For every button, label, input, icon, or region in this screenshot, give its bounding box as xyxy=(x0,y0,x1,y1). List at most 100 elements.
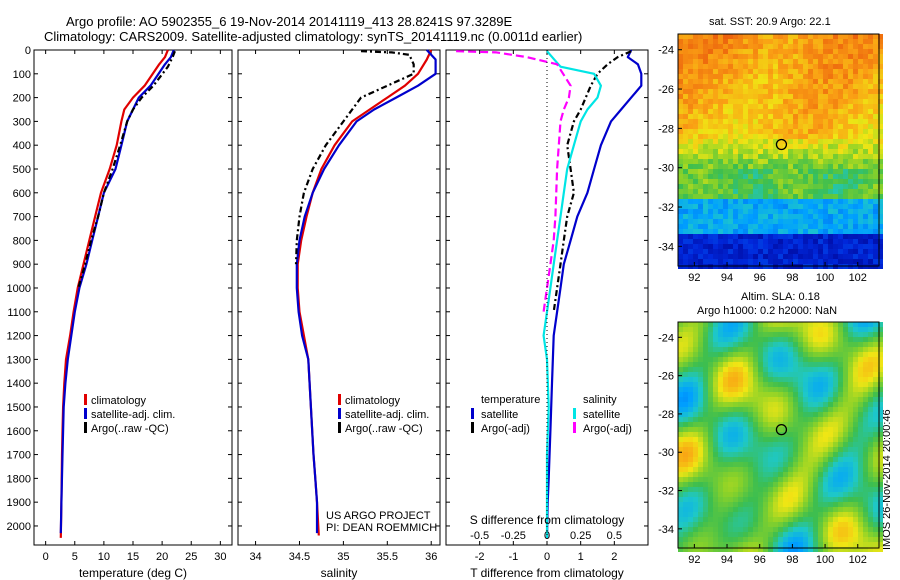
map-cell xyxy=(738,149,743,154)
map-cell xyxy=(848,532,853,537)
map-cell xyxy=(708,347,713,352)
map-cell xyxy=(723,407,728,412)
map-cell xyxy=(848,447,853,452)
map-cell xyxy=(703,447,708,452)
map-cell xyxy=(788,367,793,372)
map-cell xyxy=(753,497,758,502)
map-cell xyxy=(713,532,718,537)
map-cell xyxy=(698,189,703,194)
map-cell xyxy=(723,457,728,462)
map-cell xyxy=(793,487,798,492)
map-cell xyxy=(803,507,808,512)
map-cell xyxy=(753,169,758,174)
map-cell xyxy=(753,239,758,244)
map-cell xyxy=(683,164,688,169)
map-cell xyxy=(698,94,703,99)
map-cell xyxy=(838,69,843,74)
map-cell xyxy=(863,372,868,377)
map-cell xyxy=(718,387,723,392)
map-cell xyxy=(833,327,838,332)
map-cell xyxy=(863,159,868,164)
map-cell xyxy=(718,342,723,347)
map-cell xyxy=(758,547,763,552)
map-cell xyxy=(678,54,683,59)
map-cell xyxy=(873,357,878,362)
map-cell xyxy=(758,209,763,214)
map-cell xyxy=(843,229,848,234)
map-cell xyxy=(758,347,763,352)
map-cell xyxy=(688,189,693,194)
map-cell xyxy=(788,199,793,204)
map-cell xyxy=(843,442,848,447)
map-cell xyxy=(708,89,713,94)
map-cell xyxy=(823,229,828,234)
x-axis-label-top: S difference from climatology xyxy=(470,513,625,527)
map-cell xyxy=(718,159,723,164)
map-cell xyxy=(798,144,803,149)
map-cell xyxy=(823,502,828,507)
map-cell xyxy=(683,362,688,367)
map-cell xyxy=(693,352,698,357)
map-cell xyxy=(808,44,813,49)
map-cell xyxy=(843,204,848,209)
map-cell xyxy=(728,124,733,129)
map-cell xyxy=(748,512,753,517)
map-cell xyxy=(878,457,883,462)
map-cell xyxy=(818,224,823,229)
map-cell xyxy=(758,407,763,412)
map-cell xyxy=(793,209,798,214)
map-cell xyxy=(863,382,868,387)
map-cell xyxy=(758,189,763,194)
map-cell xyxy=(748,34,753,39)
series-line-salinity-1 xyxy=(295,49,437,534)
map-cell xyxy=(728,129,733,134)
map-cell xyxy=(863,119,868,124)
map-cell xyxy=(858,517,863,522)
map-cell xyxy=(743,139,748,144)
map-cell xyxy=(858,542,863,547)
map-cell xyxy=(838,99,843,104)
map-cell xyxy=(833,472,838,477)
map-cell xyxy=(683,179,688,184)
map-cell xyxy=(718,527,723,532)
map-cell xyxy=(853,357,858,362)
map-cell xyxy=(778,54,783,59)
map-cell xyxy=(773,149,778,154)
map-cell xyxy=(743,89,748,94)
map-cell xyxy=(773,249,778,254)
map-cell xyxy=(858,532,863,537)
map-cell xyxy=(843,407,848,412)
map-cell xyxy=(748,377,753,382)
map-cell xyxy=(783,422,788,427)
map-cell xyxy=(768,527,773,532)
map-cell xyxy=(773,397,778,402)
map-cell xyxy=(808,259,813,264)
map-cell xyxy=(783,417,788,422)
map-cell xyxy=(728,89,733,94)
map-cell xyxy=(838,367,843,372)
map-cell xyxy=(788,89,793,94)
map-cell xyxy=(808,194,813,199)
map-cell xyxy=(873,462,878,467)
map-cell xyxy=(778,492,783,497)
map-cell xyxy=(788,44,793,49)
map-cell xyxy=(863,337,868,342)
map-cell xyxy=(738,392,743,397)
map-cell xyxy=(698,367,703,372)
map-cell xyxy=(693,487,698,492)
map-cell xyxy=(743,362,748,367)
map-cell xyxy=(818,194,823,199)
map-cell xyxy=(853,482,858,487)
map-cell xyxy=(788,119,793,124)
map-cell xyxy=(878,84,883,89)
map-cell xyxy=(758,139,763,144)
map-cell xyxy=(833,144,838,149)
map-cell xyxy=(793,219,798,224)
map-cell xyxy=(708,249,713,254)
map-cell xyxy=(698,69,703,74)
map-cell xyxy=(833,477,838,482)
map-cell xyxy=(748,462,753,467)
map-cell xyxy=(743,199,748,204)
map-cell xyxy=(703,322,708,327)
map-cell xyxy=(758,377,763,382)
